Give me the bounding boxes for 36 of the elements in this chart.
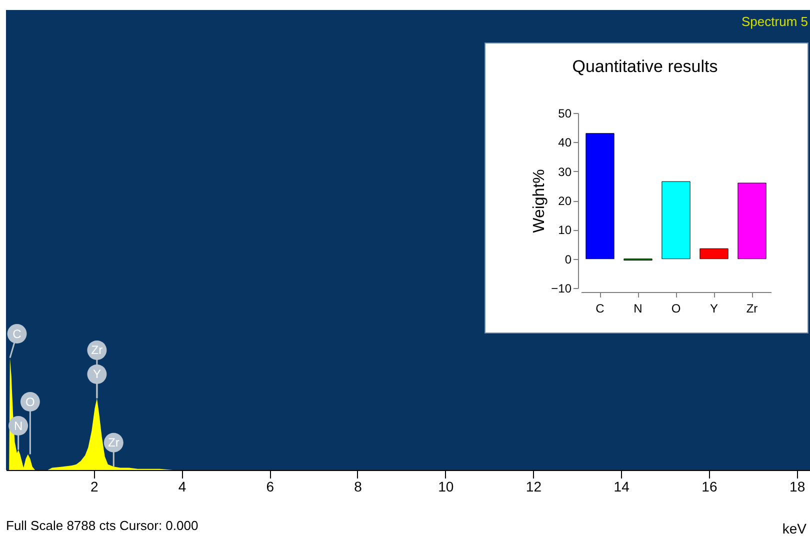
x-tick-label: 14 (614, 478, 630, 494)
x-tick-label: 8 (354, 478, 362, 494)
x-tick-label: 16 (702, 478, 718, 494)
x-tick-label: 4 (178, 478, 186, 494)
annotation: Zr (108, 436, 120, 450)
x-tick-label: 2 (90, 478, 98, 494)
bar (700, 248, 728, 260)
text: Full Scale 8788 cts Cursor: 0.000 (6, 518, 198, 533)
y-tick-label: 30 (558, 164, 572, 179)
y-tick-label: 50 (558, 106, 572, 120)
x-tick-label: Zr (746, 302, 758, 316)
chart-title: Quantitative results (572, 57, 718, 76)
bar (738, 182, 766, 260)
y-tick-label: 10 (558, 223, 572, 238)
bar (662, 181, 690, 260)
y-axis-title: Weight% (531, 169, 548, 233)
y-tick-label: 20 (558, 194, 572, 208)
y-tick-label: −10 (551, 282, 572, 296)
x-axis-title: keV (782, 520, 808, 536)
annotation: Zr (91, 343, 103, 358)
text: Spectrum 5 (742, 14, 808, 29)
y-tick-label: 40 (558, 136, 572, 150)
x-tick-label: N (634, 302, 642, 316)
x-tick-label: Y (710, 302, 718, 316)
x-tick-label: O (671, 302, 681, 316)
x-tick-label: 6 (266, 478, 274, 494)
y-tick-label: 0 (564, 252, 572, 266)
x-tick-label: 18 (790, 478, 806, 494)
annotation: Y (92, 367, 101, 382)
x-tick-label: C (596, 302, 605, 316)
annotation: O (25, 394, 35, 409)
x-tick-label: 10 (438, 478, 454, 494)
annotation: N (14, 418, 23, 433)
annotation: C (12, 326, 22, 341)
x-tick-label: 12 (526, 478, 542, 494)
bar (586, 133, 614, 260)
